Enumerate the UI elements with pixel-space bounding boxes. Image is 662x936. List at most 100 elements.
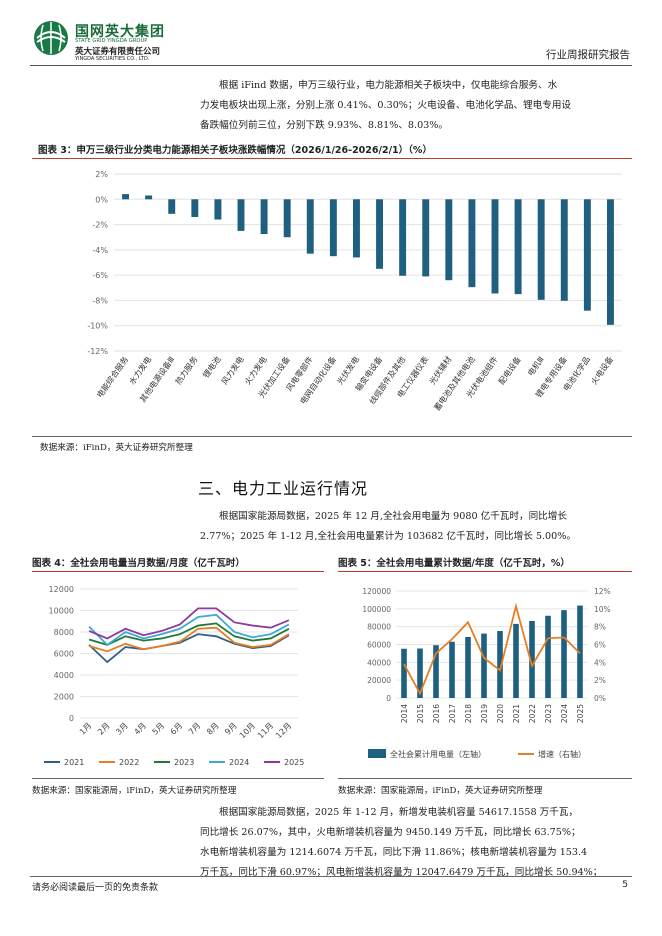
bar bbox=[191, 199, 199, 217]
y-tick-label: 6000 bbox=[54, 650, 74, 659]
legend-label: 2021 bbox=[64, 758, 84, 767]
y-tick-label: -10% bbox=[87, 322, 108, 331]
series-line-2023 bbox=[88, 622, 290, 646]
bar bbox=[465, 636, 471, 698]
x-tick-label: 3月 bbox=[114, 721, 130, 737]
y-left-tick-label: 80000 bbox=[367, 623, 391, 632]
legend-label: 全社会累计用电量（左轴） bbox=[390, 749, 486, 759]
bar bbox=[399, 199, 407, 276]
logo-cn-text: 国网英大集团 bbox=[75, 24, 165, 40]
series-line-2022 bbox=[88, 626, 290, 653]
x-tick-label: 蓄电池及其他电池 bbox=[432, 354, 477, 412]
paragraph-line: 同比增长 26.07%，其中，火电新增装机容量为 9450.149 万千瓦，同比… bbox=[200, 827, 581, 838]
legend-label: 2022 bbox=[119, 758, 139, 767]
bar bbox=[577, 605, 583, 698]
bar bbox=[513, 623, 519, 698]
bar bbox=[260, 199, 268, 235]
y-tick-label: 2000 bbox=[54, 693, 74, 702]
figure3-bar-chart: 2%0%-2%-4%-6%-8%-10%-12%电能综合服务水力发电其他电源设备… bbox=[87, 170, 622, 413]
paragraph-line: 备跌幅位列前三位，分别下跌 9.93%、8.81%、8.03%。 bbox=[200, 120, 448, 131]
bar bbox=[561, 610, 567, 698]
header-divider bbox=[30, 65, 632, 66]
y-tick-label: 12000 bbox=[49, 585, 74, 594]
x-tick-label: 1月 bbox=[78, 721, 94, 737]
company-logo-icon bbox=[34, 21, 68, 55]
x-tick-label: 12月 bbox=[274, 721, 293, 740]
y-left-tick-label: 40000 bbox=[367, 658, 391, 667]
bar bbox=[560, 199, 568, 301]
x-tick-label: 2月 bbox=[96, 721, 112, 737]
x-tick-label: 7月 bbox=[187, 721, 203, 737]
legend-label: 增速（右轴） bbox=[538, 749, 586, 759]
figure4-title: 图表 4：全社会用电量当月数据/月度（亿千瓦时） bbox=[32, 558, 245, 569]
figure4-line-chart: 0 2000 4000 6000 8000 10000 12000 1月 2月 3月 4月 5月 6月 7… bbox=[44, 585, 304, 767]
bar bbox=[481, 633, 487, 698]
figure3-bottom-rule bbox=[32, 436, 632, 437]
bar bbox=[606, 199, 614, 325]
bar bbox=[168, 199, 176, 214]
x-tick-label: 8月 bbox=[205, 721, 221, 737]
figure5-combo-chart: 0 20000 40000 60000 80000 100000 120000 0% 2% 4% 6… bbox=[362, 587, 611, 759]
figure5-title: 图表 5：全社会用电量累计数据/年度（亿千瓦时，%） bbox=[338, 558, 570, 569]
x-tick-label: 热力服务 bbox=[173, 354, 200, 386]
figure5-top-rule bbox=[338, 571, 632, 572]
bar bbox=[491, 199, 499, 294]
x-tick-label: 4月 bbox=[132, 721, 148, 737]
legend-label: 2025 bbox=[284, 758, 304, 767]
bar bbox=[306, 199, 314, 254]
y-left-tick-label: 100000 bbox=[362, 605, 391, 614]
y-right-tick-label: 8% bbox=[594, 623, 606, 632]
y-left-tick-label: 60000 bbox=[367, 641, 391, 650]
x-tick-label: 配电设备 bbox=[496, 354, 523, 386]
x-tick-label: 电机Ⅲ bbox=[525, 354, 546, 377]
x-tick-label: 2016 bbox=[432, 704, 441, 723]
y-right-tick-label: 10% bbox=[594, 605, 611, 614]
y-right-tick-label: 12% bbox=[594, 587, 611, 596]
x-tick-label: 2019 bbox=[480, 704, 489, 723]
bar bbox=[376, 199, 384, 269]
x-tick-label: 火电设备 bbox=[589, 354, 616, 386]
bar bbox=[401, 648, 407, 698]
bar bbox=[237, 199, 245, 231]
bar bbox=[545, 615, 551, 698]
x-tick-label: 锂电池 bbox=[201, 354, 223, 379]
bar bbox=[583, 199, 591, 311]
bar bbox=[352, 199, 360, 258]
logo-en-text: STATE GRID YINGDA GROUP bbox=[75, 38, 148, 44]
legend-swatch-bar bbox=[368, 749, 386, 758]
paragraph-line: 水电新增装机容量为 1214.6074 万千瓦，同比下滑 11.86%；核电新增… bbox=[200, 847, 588, 858]
bar bbox=[529, 620, 535, 698]
y-tick-label: -4% bbox=[92, 246, 108, 255]
paragraph-line: 根据国家能源局数据，2025 年 12 月,全社会用电量为 9080 亿千瓦时，… bbox=[219, 511, 567, 522]
bar bbox=[422, 199, 430, 277]
bar bbox=[145, 195, 153, 200]
x-tick-label: 2022 bbox=[528, 704, 537, 723]
y-tick-label: -2% bbox=[92, 221, 108, 230]
legend-label: 2024 bbox=[229, 758, 249, 767]
x-tick-label: 2014 bbox=[400, 704, 409, 723]
intro-paragraph: 根据 iFind 数据，申万三级行业，电力能源相关子板块中，仅电能综合服务、水 … bbox=[200, 76, 632, 136]
page-number: 5 bbox=[622, 880, 628, 890]
x-tick-label: 2020 bbox=[496, 704, 505, 723]
footer-disclaimer: 请务必阅读最后一页的免责条款 bbox=[32, 883, 159, 893]
y-tick-label: 10000 bbox=[49, 607, 74, 616]
x-tick-label: 6月 bbox=[169, 721, 185, 737]
paragraph-line: 万千瓦，同比下滑 60.97%；风电新增装机容量为 12047.6479 万千瓦… bbox=[200, 867, 603, 878]
figure5-bottom-rule bbox=[338, 778, 632, 779]
report-type: 行业周报研究报告 bbox=[546, 49, 630, 61]
growth-line bbox=[403, 602, 581, 696]
x-tick-label: 2017 bbox=[448, 704, 457, 723]
figure3-title: 图表 3：申万三级行业分类电力能源相关子板块涨跌幅情况（2026/1/26-20… bbox=[38, 145, 432, 156]
y-tick-label: -12% bbox=[87, 347, 108, 356]
y-tick-label: -8% bbox=[92, 296, 108, 305]
x-tick-label: 2015 bbox=[416, 704, 425, 723]
y-right-tick-label: 0% bbox=[594, 694, 606, 703]
paragraph-line: 根据 iFind 数据，申万三级行业，电力能源相关子板块中，仅电能综合服务、水 bbox=[219, 80, 558, 91]
bar bbox=[514, 199, 522, 295]
bar bbox=[537, 199, 545, 300]
y-tick-label: 4000 bbox=[54, 671, 74, 680]
x-tick-label: 电能综合服务 bbox=[94, 354, 130, 399]
bar bbox=[433, 645, 439, 698]
bar bbox=[449, 641, 455, 698]
x-tick-label: 2023 bbox=[544, 704, 553, 723]
